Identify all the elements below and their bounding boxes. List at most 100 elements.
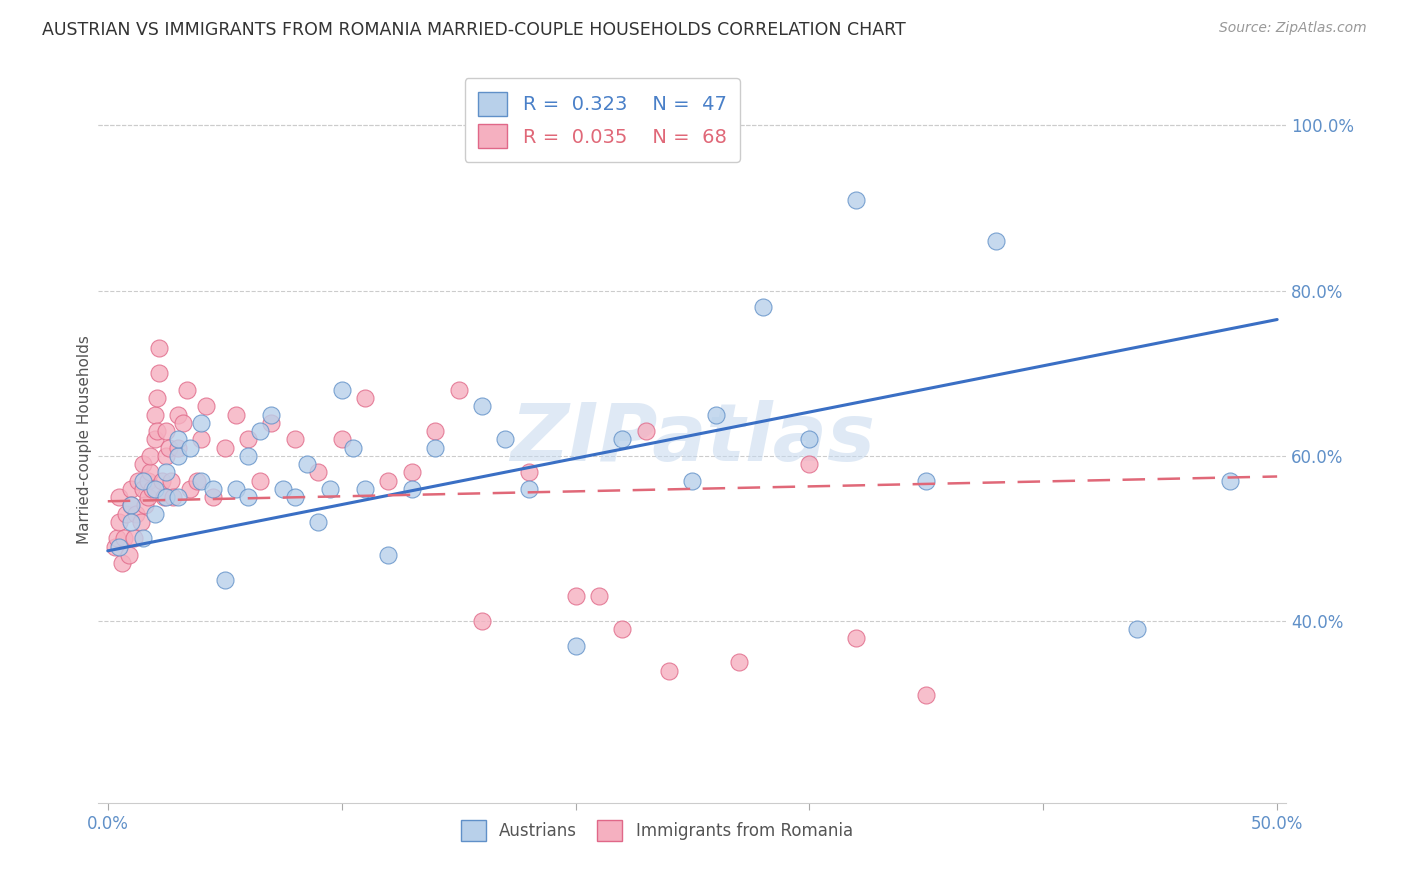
Point: [728, 656, 751, 670]
Point: [517, 466, 540, 480]
Point: [330, 383, 353, 397]
Point: [1126, 623, 1149, 637]
Point: [354, 482, 377, 496]
Point: [588, 589, 610, 603]
Text: Source: ZipAtlas.com: Source: ZipAtlas.com: [1219, 21, 1367, 36]
Point: [111, 556, 134, 570]
Point: [176, 383, 198, 397]
Point: [104, 540, 127, 554]
Point: [284, 432, 307, 446]
Point: [471, 399, 494, 413]
Point: [167, 490, 190, 504]
Point: [236, 432, 259, 446]
Point: [612, 432, 634, 446]
Point: [260, 408, 283, 422]
Point: [127, 474, 149, 488]
Point: [190, 474, 212, 488]
Point: [108, 515, 131, 529]
Point: [307, 466, 329, 480]
Point: [136, 490, 159, 504]
Point: [132, 532, 155, 546]
Point: [122, 532, 145, 546]
Point: [354, 391, 377, 405]
Point: [155, 449, 177, 463]
Point: [704, 408, 727, 422]
Point: [157, 441, 180, 455]
Point: [179, 441, 201, 455]
Point: [915, 689, 938, 703]
Point: [179, 482, 201, 496]
Point: [658, 664, 681, 678]
Point: [148, 342, 170, 356]
Point: [120, 499, 142, 513]
Point: [120, 515, 142, 529]
Point: [225, 408, 247, 422]
Point: [120, 499, 142, 513]
Point: [143, 432, 166, 446]
Point: [141, 482, 163, 496]
Text: AUSTRIAN VS IMMIGRANTS FROM ROMANIA MARRIED-COUPLE HOUSEHOLDS CORRELATION CHART: AUSTRIAN VS IMMIGRANTS FROM ROMANIA MARR…: [42, 21, 905, 39]
Point: [202, 482, 225, 496]
Point: [132, 457, 155, 471]
Point: [172, 416, 194, 430]
Point: [249, 474, 271, 488]
Point: [494, 432, 516, 446]
Point: [167, 432, 190, 446]
Point: [845, 193, 868, 207]
Point: [377, 474, 399, 488]
Point: [139, 466, 162, 480]
Point: [799, 457, 821, 471]
Point: [425, 424, 447, 438]
Point: [139, 449, 162, 463]
Point: [271, 482, 294, 496]
Point: [564, 589, 586, 603]
Point: [146, 391, 169, 405]
Point: [167, 408, 190, 422]
Point: [1219, 474, 1241, 488]
Point: [167, 449, 190, 463]
Point: [186, 474, 208, 488]
Point: [146, 424, 169, 438]
Point: [132, 474, 155, 488]
Point: [225, 482, 247, 496]
Point: [799, 432, 821, 446]
Point: [260, 416, 283, 430]
Point: [330, 432, 353, 446]
Point: [634, 424, 657, 438]
Point: [236, 449, 259, 463]
Point: [342, 441, 364, 455]
Point: [125, 507, 148, 521]
Point: [115, 507, 138, 521]
Point: [249, 424, 271, 438]
Point: [195, 399, 218, 413]
Point: [612, 623, 634, 637]
Point: [148, 366, 170, 380]
Point: [132, 482, 155, 496]
Point: [751, 300, 773, 314]
Point: [108, 490, 131, 504]
Point: [284, 490, 307, 504]
Point: [319, 482, 342, 496]
Text: ZIPatlas: ZIPatlas: [510, 401, 875, 478]
Point: [401, 466, 423, 480]
Point: [105, 532, 128, 546]
Point: [190, 416, 212, 430]
Point: [845, 631, 868, 645]
Point: [190, 432, 212, 446]
Point: [129, 515, 152, 529]
Point: [564, 639, 586, 653]
Point: [236, 490, 259, 504]
Point: [112, 532, 135, 546]
Point: [143, 482, 166, 496]
Point: [295, 457, 318, 471]
Legend: Austrians, Immigrants from Romania: Austrians, Immigrants from Romania: [453, 812, 860, 849]
Point: [155, 424, 177, 438]
Point: [118, 548, 141, 562]
Point: [401, 482, 423, 496]
Point: [120, 482, 142, 496]
Point: [307, 515, 329, 529]
Point: [214, 441, 236, 455]
Point: [160, 474, 183, 488]
Point: [202, 490, 225, 504]
Point: [162, 490, 184, 504]
